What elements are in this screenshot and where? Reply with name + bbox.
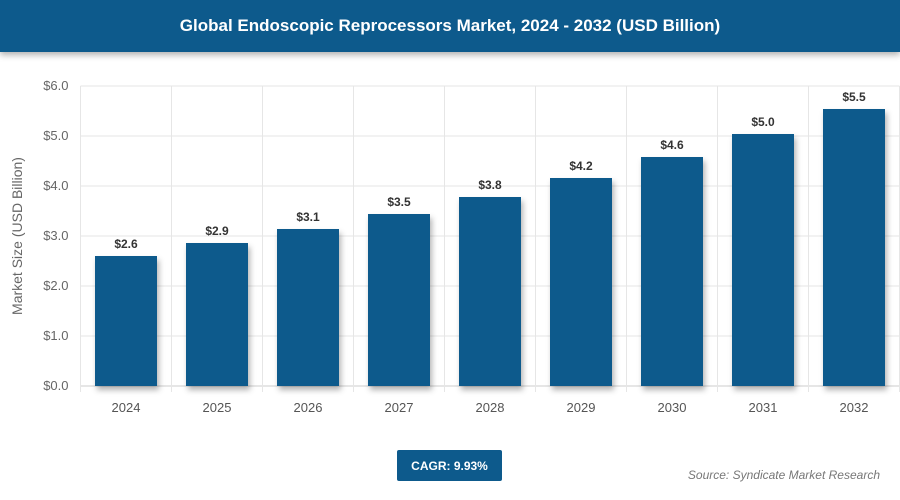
- x-tick-label: 2031: [749, 400, 778, 415]
- x-tick-label: 2024: [112, 400, 141, 415]
- y-tick-label: $1.0: [43, 328, 68, 343]
- bar: [277, 229, 339, 386]
- chart-title: Global Endoscopic Reprocessors Market, 2…: [0, 0, 900, 52]
- data-label: $4.2: [569, 159, 593, 173]
- x-tick-label: 2027: [385, 400, 414, 415]
- bar-chart: $0.0 $1.0 $2.0 $3.0 $4.0 $5.0 $6.0 Market Size …: [9, 78, 900, 415]
- y-tick-label: $0.0: [43, 378, 68, 393]
- data-label: $3.5: [387, 195, 411, 209]
- y-tick-label: $5.0: [43, 128, 68, 143]
- bar: [186, 243, 248, 386]
- data-label: $3.8: [478, 178, 502, 192]
- bar: [732, 134, 794, 386]
- x-tick-label: 2026: [294, 400, 323, 415]
- bar: [550, 178, 612, 386]
- x-tick-label: 2028: [476, 400, 505, 415]
- y-tick-label: $2.0: [43, 278, 68, 293]
- data-label: $3.1: [296, 210, 320, 224]
- y-axis-label: Market Size (USD Billion): [9, 157, 25, 315]
- x-tick-label: 2025: [203, 400, 232, 415]
- y-tick-label: $6.0: [43, 78, 68, 93]
- y-tick-label: $3.0: [43, 228, 68, 243]
- data-label: $4.6: [660, 138, 684, 152]
- y-tick-label: $4.0: [43, 178, 68, 193]
- data-label: $5.5: [842, 90, 866, 104]
- x-tick-label: 2030: [658, 400, 687, 415]
- bar: [823, 109, 885, 386]
- data-label: $2.6: [114, 237, 138, 251]
- x-tick-label: 2032: [840, 400, 869, 415]
- cagr-badge: CAGR: 9.93%: [397, 450, 502, 481]
- bar: [368, 214, 430, 386]
- bar: [95, 256, 157, 386]
- data-label: $2.9: [205, 224, 229, 238]
- x-tick-label: 2029: [567, 400, 596, 415]
- data-label: $5.0: [751, 115, 775, 129]
- bar: [641, 157, 703, 386]
- source-note: Source: Syndicate Market Research: [687, 468, 880, 482]
- bar: [459, 197, 521, 386]
